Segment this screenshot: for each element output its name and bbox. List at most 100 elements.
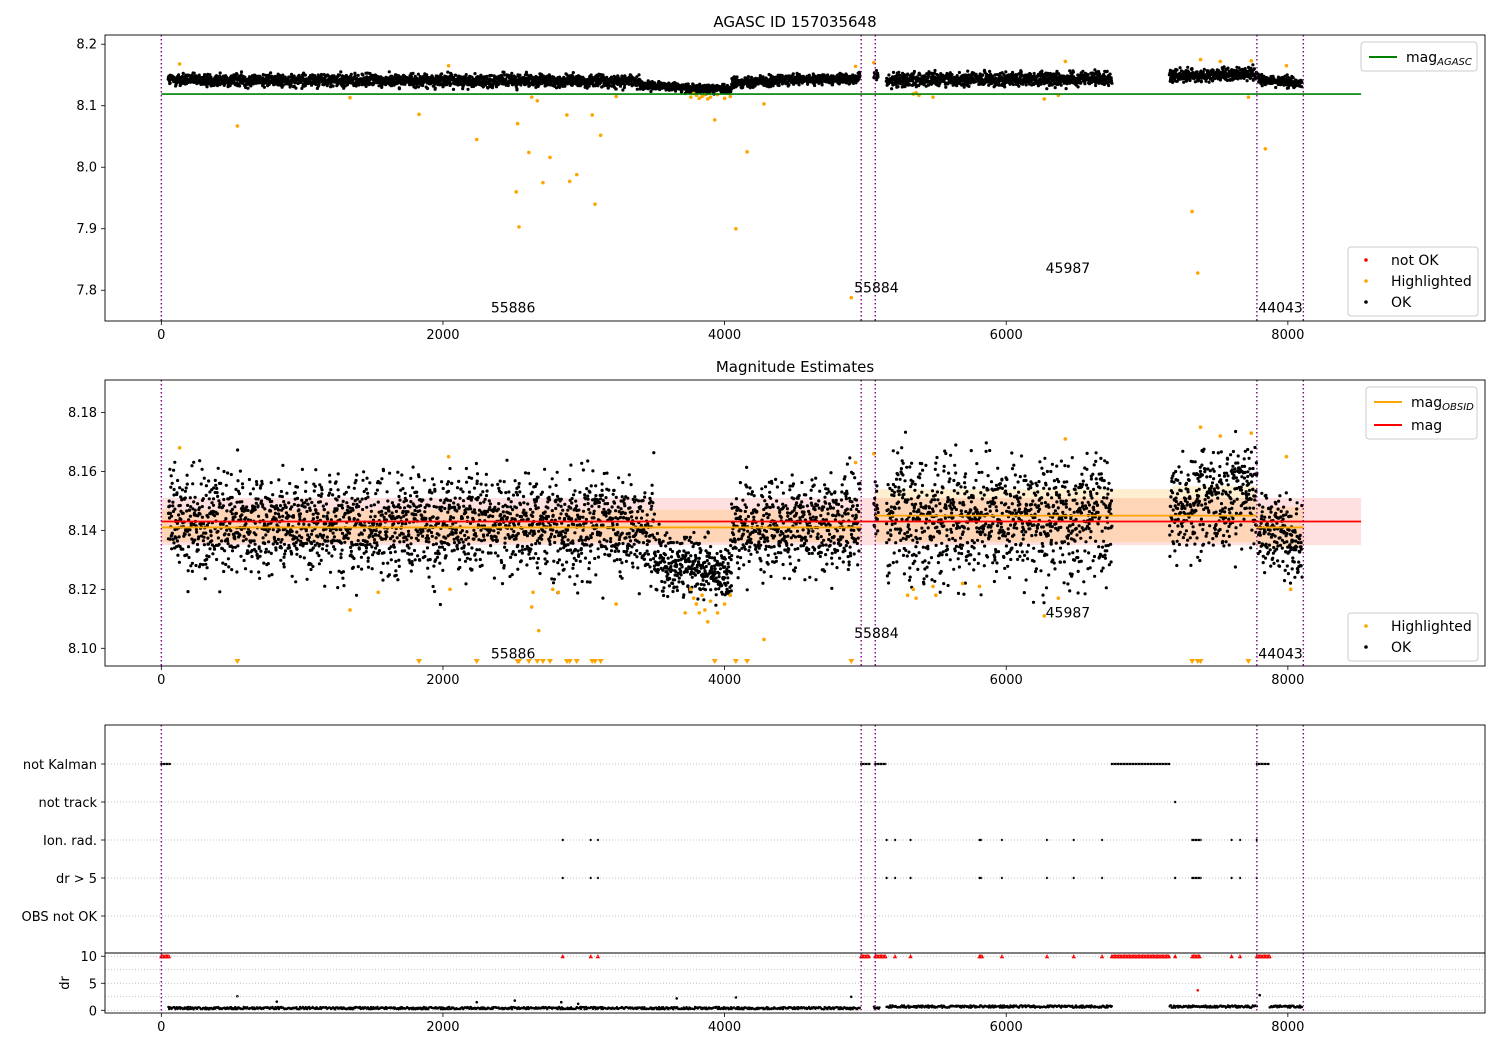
data-point-ok bbox=[181, 511, 185, 515]
data-point-ok bbox=[337, 73, 342, 77]
data-point-ok bbox=[967, 84, 971, 88]
data-point-ok bbox=[524, 70, 529, 74]
data-point-ok bbox=[176, 553, 180, 557]
data-point-ok bbox=[170, 531, 174, 535]
data-point-ok bbox=[518, 73, 522, 77]
data-point-ok bbox=[169, 514, 174, 518]
x-tick-label: 6000 bbox=[990, 328, 1023, 343]
data-point-ok bbox=[357, 83, 361, 87]
data-point-ok bbox=[238, 84, 242, 88]
y-tick-label: 8.1 bbox=[76, 99, 97, 114]
data-point-ok bbox=[177, 535, 181, 539]
data-point-ok bbox=[1079, 81, 1083, 85]
data-point-highlighted bbox=[527, 150, 531, 155]
data-point-highlighted bbox=[1249, 59, 1254, 63]
data-point-highlighted bbox=[931, 95, 935, 99]
data-point-ok bbox=[820, 83, 824, 87]
data-point-highlighted bbox=[574, 172, 579, 177]
data-point-ok bbox=[168, 504, 172, 508]
data-point-ok bbox=[194, 563, 198, 568]
data-point-ok bbox=[175, 539, 179, 543]
data-point-ok bbox=[515, 88, 519, 92]
data-point-ok bbox=[319, 72, 324, 77]
data-point-ok bbox=[223, 549, 227, 553]
data-point-ok bbox=[184, 486, 188, 490]
data-point-ok bbox=[473, 72, 477, 76]
data-point-ok bbox=[397, 74, 401, 78]
data-point-ok bbox=[1211, 69, 1215, 73]
data-point-ok bbox=[204, 484, 208, 488]
data-point-ok bbox=[1076, 85, 1080, 89]
data-point-ok bbox=[200, 505, 204, 509]
data-point-ok bbox=[1186, 65, 1190, 69]
data-point-ok bbox=[202, 543, 206, 547]
data-point-ok bbox=[212, 547, 217, 551]
data-point-highlighted bbox=[722, 96, 727, 101]
data-point-ok bbox=[216, 494, 220, 498]
data-point-ok bbox=[1188, 78, 1192, 83]
data-point-ok bbox=[205, 566, 209, 570]
data-point-ok bbox=[281, 83, 285, 87]
data-point-highlighted bbox=[853, 64, 858, 69]
data-point-ok bbox=[178, 503, 182, 508]
data-point-ok bbox=[1207, 80, 1211, 84]
data-point-ok bbox=[283, 75, 287, 79]
data-point-highlighted bbox=[1042, 97, 1047, 101]
data-point-ok bbox=[192, 460, 196, 464]
data-point-ok bbox=[201, 539, 205, 543]
data-point-ok bbox=[287, 75, 291, 79]
data-point-ok bbox=[269, 71, 273, 75]
data-point-ok bbox=[1105, 69, 1109, 73]
data-point-ok bbox=[502, 70, 506, 74]
data-point-ok bbox=[208, 73, 212, 77]
panel-magnitude-estimates: Magnitude Estimates 55886558844598744043… bbox=[68, 358, 1486, 688]
data-point-ok bbox=[797, 83, 801, 87]
data-point-ok bbox=[454, 73, 458, 77]
data-point-ok bbox=[397, 87, 401, 91]
data-point-ok bbox=[413, 74, 417, 78]
data-point-ok bbox=[181, 547, 185, 551]
data-point-ok bbox=[587, 84, 591, 88]
data-point-ok bbox=[222, 569, 226, 574]
data-point-ok bbox=[209, 75, 213, 79]
data-point-ok bbox=[1019, 70, 1023, 74]
data-point-ok bbox=[225, 509, 229, 513]
data-point-ok bbox=[216, 466, 220, 470]
data-point-ok bbox=[635, 87, 639, 91]
data-point-ok bbox=[1190, 67, 1194, 71]
data-point-ok bbox=[171, 500, 175, 504]
data-point-ok bbox=[220, 539, 224, 543]
data-point-ok bbox=[209, 530, 213, 534]
data-point-ok bbox=[1175, 68, 1179, 72]
data-point-ok bbox=[177, 513, 181, 517]
data-point-ok bbox=[193, 495, 197, 499]
data-point-ok bbox=[208, 547, 212, 551]
data-point-ok bbox=[300, 86, 304, 90]
data-point-ok bbox=[192, 500, 196, 504]
data-point-ok bbox=[1004, 70, 1008, 74]
data-point-ok bbox=[510, 71, 514, 75]
x-tick-label: 4000 bbox=[708, 328, 741, 343]
data-point-ok bbox=[281, 73, 285, 77]
data-point-ok bbox=[411, 71, 415, 75]
data-point-highlighted bbox=[745, 150, 749, 154]
data-point-ok bbox=[205, 523, 209, 527]
data-point-ok bbox=[1108, 72, 1112, 76]
data-point-ok bbox=[214, 483, 218, 487]
data-point-ok bbox=[168, 467, 172, 471]
data-point-ok bbox=[1003, 85, 1007, 89]
data-point-ok bbox=[887, 73, 891, 77]
data-point-ok bbox=[193, 538, 197, 542]
data-point-ok bbox=[416, 85, 421, 89]
data-point-ok bbox=[214, 74, 219, 78]
data-point-ok bbox=[1274, 85, 1278, 90]
data-point-ok bbox=[183, 532, 187, 536]
data-point-ok bbox=[217, 542, 221, 546]
data-point-highlighted bbox=[1198, 57, 1203, 62]
data-point-ok bbox=[188, 528, 192, 532]
data-point-ok bbox=[215, 491, 219, 495]
data-point-ok bbox=[172, 541, 176, 545]
data-point-ok bbox=[222, 497, 226, 502]
data-point-ok bbox=[425, 86, 430, 91]
obsid-label: 55886 bbox=[491, 300, 536, 316]
